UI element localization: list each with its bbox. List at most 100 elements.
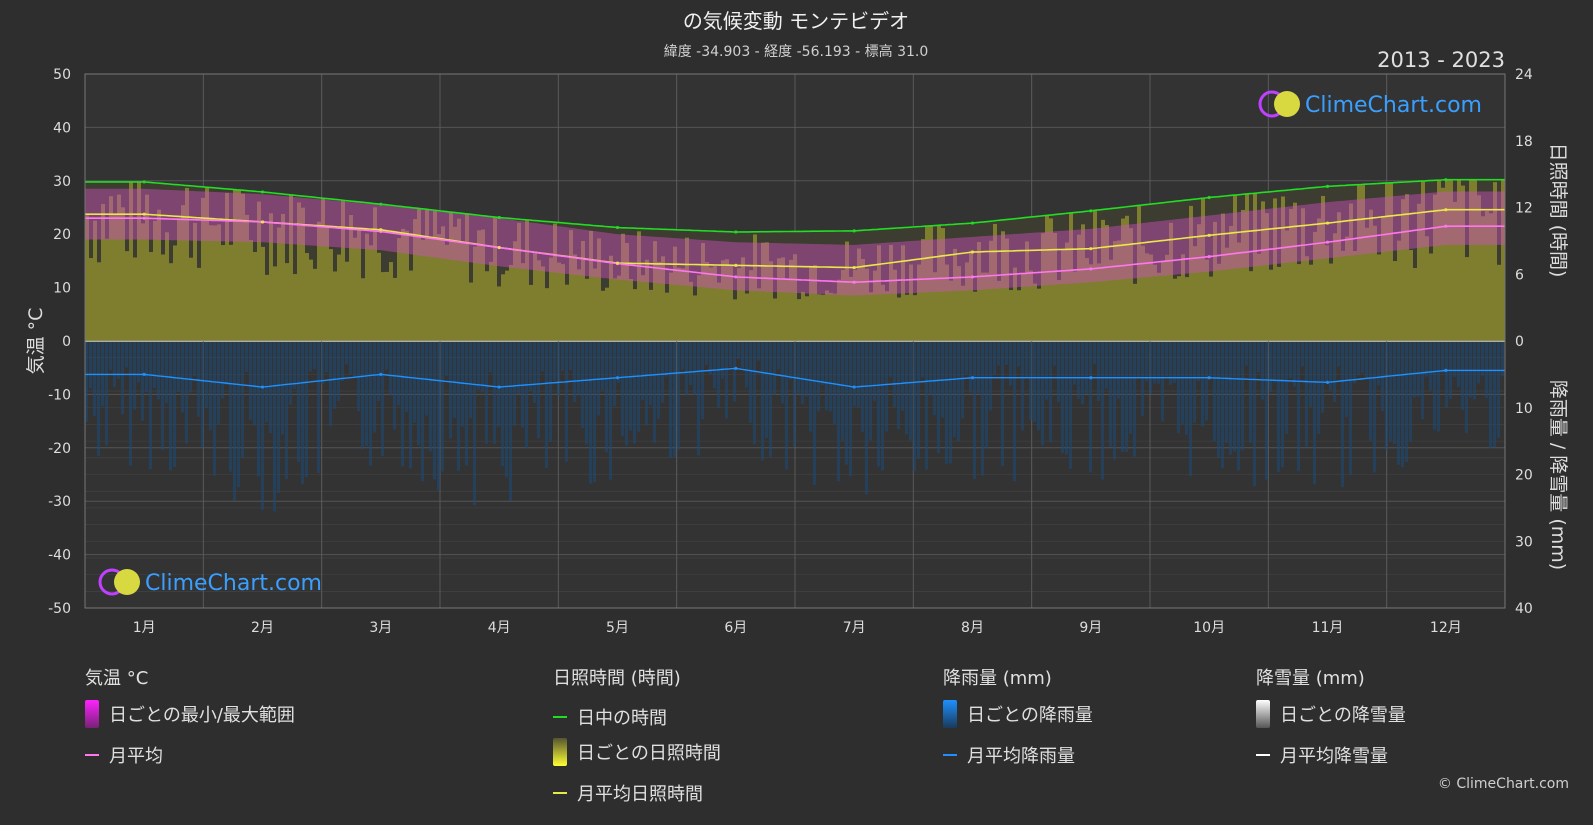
sunshine-bar [1377,254,1381,341]
sunshine-bar [209,225,213,341]
y-left-tick-label: -20 [48,441,71,457]
x-tick-label: 12月 [1430,620,1462,636]
legend-temp-avg: 月平均 [85,742,163,768]
sunshine-bar [545,288,549,341]
watermark-top: ClimeChart.com [1258,90,1482,118]
rain-bar [925,342,928,470]
sunshine-bar [1473,179,1477,341]
rain-bar [1013,342,1016,482]
rain-bar [121,342,124,415]
rain-bar [381,342,384,457]
rain-bar [421,342,424,482]
daylight-bar [1133,206,1137,341]
sunshine-bar [377,252,381,341]
rain-bar [185,342,188,444]
rain-bar [937,342,940,454]
rain-bar [537,342,540,439]
y-axis-left-label: 気温 °C [25,308,47,375]
sunshine-avg-point [734,263,738,267]
rain-bar [145,342,148,393]
sunshine-bar [793,254,797,341]
rain-bar [281,342,284,435]
rain-bar [693,342,696,396]
rain-bar [709,342,712,375]
daylight-bar [973,223,977,341]
sunshine-avg-point [970,250,975,254]
y-right-bottom-tick-label: 10 [1515,401,1533,417]
sunshine-bar [181,205,185,341]
sunshine-bar [189,257,193,341]
rain-bar [229,342,232,472]
rain-bar [825,342,828,411]
sunshine-bar [597,238,601,341]
rain-bar [1001,342,1004,467]
rain-bar [761,342,764,461]
rain-bar [757,342,760,361]
daylight-bar [361,202,365,341]
sunshine-bar [973,291,977,341]
sunshine-bar [1265,213,1269,341]
sunshine-bar [133,257,137,341]
temp-avg-line [85,217,1505,284]
watermark-text-bottom: ClimeChart.com [145,571,322,596]
sunshine-bar [1277,266,1281,341]
sunshine-bar [1009,290,1013,341]
rain-bar [773,342,776,395]
sunshine-bar [1373,225,1377,341]
sunshine-bar [945,264,949,341]
sunshine-bar [293,274,297,341]
y-right-top-tick-label: 18 [1515,134,1533,150]
daylight-bar [961,223,965,341]
sunshine-bar [173,245,177,341]
sunshine-bar [817,294,821,341]
sunshine-bar [517,222,521,341]
rain-bar [609,342,612,480]
rain-bar [297,342,300,462]
legend-daylight-label: 日中の時間 [577,708,667,729]
sunshine-bar [805,296,809,341]
rain-bar [1281,342,1284,468]
watermark-bottom: ClimeChart.com [98,568,322,596]
daylight-line [85,178,1505,233]
sunshine-bar [885,291,889,341]
daylight-bar [1413,181,1417,341]
sunshine-avg-point [1325,221,1330,225]
rain-bar [1169,342,1172,385]
rain-bar [517,342,520,395]
sunshine-bar [1353,250,1357,341]
rain-bar [513,342,516,426]
sunshine-bar [1129,228,1133,341]
daylight-bar [1037,216,1041,341]
sunshine-bar [1285,230,1289,341]
daylight-bar [1033,216,1037,341]
sunshine-bar [157,209,161,341]
sunshine-bar [245,214,249,341]
rain-bar [1105,342,1108,389]
sunshine-bar [929,225,933,341]
rain-bar [1213,342,1216,442]
sunshine-bar [1333,233,1337,341]
rain-bar [557,342,560,397]
rain-bar [441,342,444,472]
sunshine-bar [1105,225,1109,341]
sunshine-bar [1093,210,1097,341]
rain-bar [645,342,648,426]
sunshine-bar [981,272,985,341]
rain-bar [921,342,924,378]
rain-bar [737,342,740,359]
rain-bar [409,342,412,469]
sunshine-bar [529,284,533,341]
sunshine-bar [1365,227,1369,341]
sunshine-bar [1153,264,1157,341]
sunshine-bar [641,275,645,341]
sunshine-bar [149,252,153,341]
sunshine-avg-line [85,208,1505,269]
rain-bar [325,342,328,373]
daylight-bar [997,220,1001,341]
daylight-bar [197,186,201,341]
sunshine-bar [1157,272,1161,341]
chart-title: の気候変動 モンテビデオ [683,9,909,33]
sunshine-bar [237,189,241,341]
daylight-point [852,229,856,233]
rain-bar [1085,342,1088,394]
